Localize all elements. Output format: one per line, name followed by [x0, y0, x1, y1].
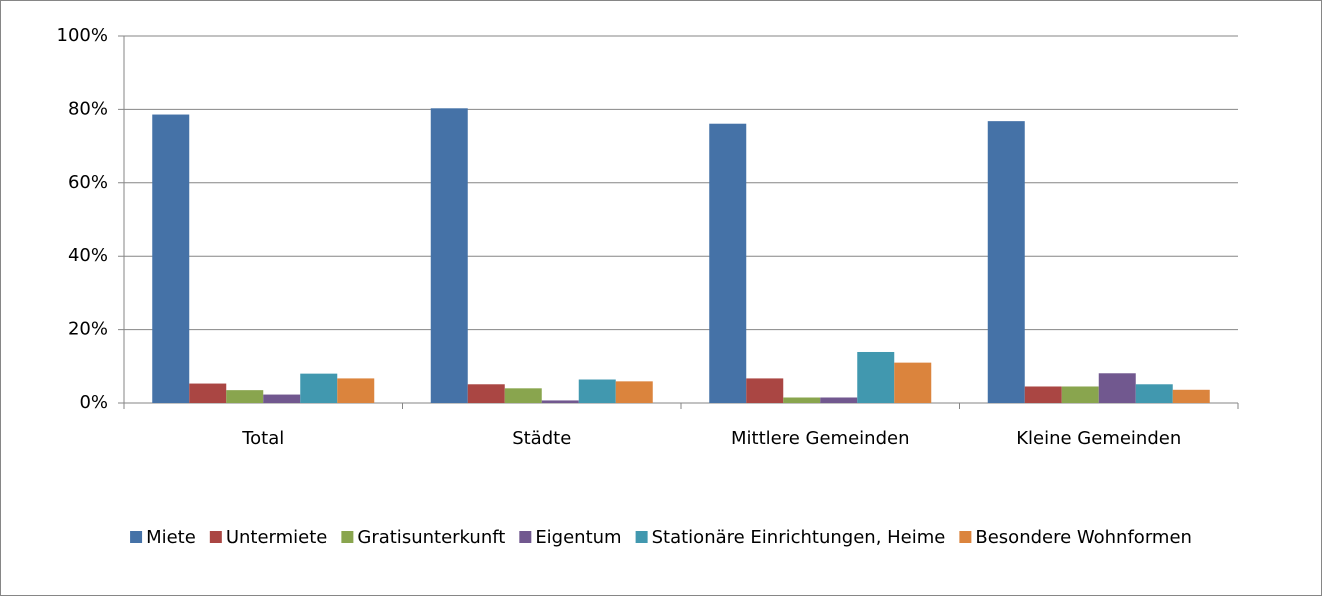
bar	[226, 390, 264, 403]
y-tick-label: 40%	[68, 245, 108, 266]
y-tick-label: 20%	[68, 319, 108, 340]
x-tick-label: Total	[241, 428, 284, 449]
legend-swatch	[209, 531, 222, 543]
bar	[746, 378, 784, 403]
legend-swatch	[341, 531, 354, 543]
legend-label: Untermiete	[226, 527, 328, 548]
legend-label: Gratisunterkunft	[357, 527, 505, 548]
bar	[894, 362, 932, 403]
bar	[541, 400, 579, 403]
bar	[1135, 384, 1173, 403]
bar	[263, 394, 301, 403]
legend-swatch	[959, 531, 972, 543]
bar	[337, 378, 375, 403]
y-tick-label: 60%	[68, 172, 108, 193]
bar	[1098, 373, 1136, 403]
bar	[189, 383, 227, 403]
bar	[1172, 389, 1210, 403]
legend-label: Miete	[146, 527, 196, 548]
y-tick-label: 0%	[79, 392, 108, 413]
bar	[467, 384, 505, 403]
legend-swatch	[130, 531, 143, 543]
bar	[820, 397, 858, 403]
bar	[987, 121, 1025, 404]
legend-swatch	[635, 531, 648, 543]
bar	[578, 379, 616, 403]
legend-label: Besondere Wohnformen	[975, 527, 1192, 548]
bar	[857, 351, 895, 403]
x-tick-label: Kleine Gemeinden	[1016, 428, 1181, 449]
x-tick-label: Städte	[512, 428, 571, 449]
bar	[783, 397, 821, 403]
bar	[300, 373, 338, 403]
y-tick-label: 100%	[57, 25, 108, 46]
x-tick-label: Mittlere Gemeinden	[731, 428, 909, 449]
legend-swatch	[519, 531, 532, 543]
bar	[1061, 386, 1099, 403]
bar	[152, 114, 190, 404]
legend-label: Stationäre Einrichtungen, Heime	[652, 527, 946, 548]
bar	[1024, 386, 1062, 403]
bar	[504, 388, 542, 403]
bar	[430, 108, 468, 403]
y-tick-label: 80%	[68, 98, 108, 119]
bar	[709, 123, 747, 403]
legend-label: Eigentum	[535, 527, 621, 548]
bar	[615, 381, 653, 403]
